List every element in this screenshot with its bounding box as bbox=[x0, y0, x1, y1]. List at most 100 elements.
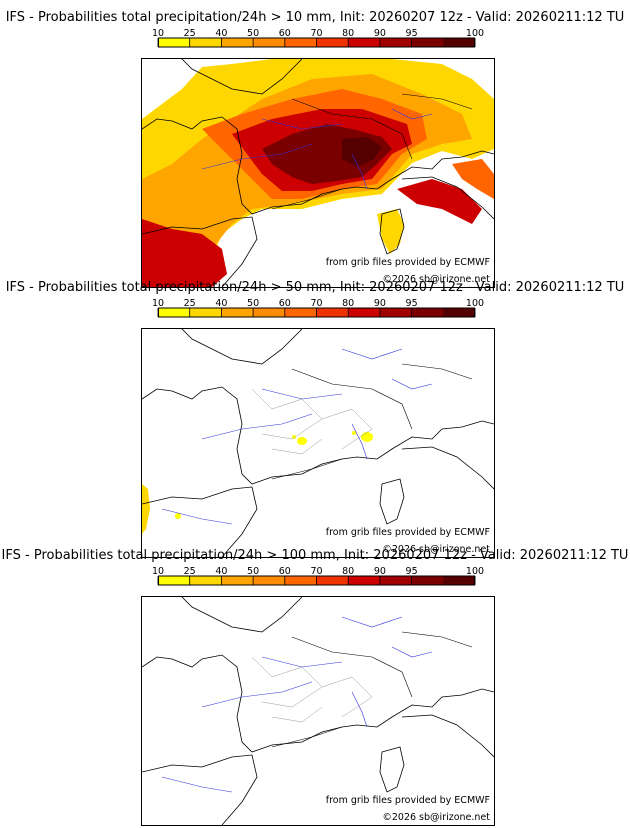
colorbar: 10 25 40 50 60 70 80 90 95 100 bbox=[152, 297, 484, 323]
colorbar-graphic: 10 25 40 50 60 70 80 90 95 100 bbox=[152, 28, 484, 48]
panel-title: IFS - Probabilities total precipitation/… bbox=[5, 280, 625, 295]
prob-region-alps bbox=[452, 159, 494, 199]
colorbar-segment bbox=[379, 576, 412, 585]
credit-copyright: ©2026 sb@irizone.net bbox=[382, 274, 490, 285]
colorbar-tick-label: 25 bbox=[184, 298, 196, 309]
river bbox=[161, 616, 433, 793]
prob-region-southwest bbox=[142, 484, 150, 534]
colorbar-segment bbox=[253, 38, 286, 47]
colorbar-segment bbox=[443, 576, 476, 585]
colorbar-tick-label: 50 bbox=[247, 298, 259, 309]
panel-title: IFS - Probabilities total precipitation/… bbox=[5, 10, 625, 25]
colorbar-segment bbox=[221, 308, 254, 317]
colorbar-segment bbox=[348, 38, 381, 47]
colorbar-tick-label: 100 bbox=[466, 28, 484, 39]
credit-source: from grib files provided by ECMWF bbox=[325, 527, 490, 538]
colorbar-segment bbox=[284, 38, 317, 47]
panel-title: IFS - Probabilities total precipitation/… bbox=[1, 548, 629, 563]
credit-copyright: ©2026 sb@irizone.net bbox=[382, 812, 490, 823]
probability-shading bbox=[142, 431, 373, 534]
colorbar-segment bbox=[316, 576, 349, 585]
map-svg bbox=[142, 329, 494, 557]
colorbar-tick-label: 95 bbox=[406, 566, 418, 577]
colorbar-segment bbox=[221, 576, 254, 585]
colorbar-tick-label: 40 bbox=[215, 28, 227, 39]
colorbar-tick-label: 90 bbox=[374, 566, 386, 577]
colorbar-tick-label: 25 bbox=[184, 566, 196, 577]
colorbar-segment bbox=[443, 308, 476, 317]
colorbar-tick-label: 100 bbox=[466, 566, 484, 577]
colorbar-tick-label: 95 bbox=[406, 298, 418, 309]
panel-100mm: IFS - Probabilities total precipitation/… bbox=[0, 548, 630, 826]
colorbar-tick-label: 80 bbox=[342, 566, 354, 577]
prob-region-100 bbox=[342, 137, 382, 167]
credit-source: from grib files provided by ECMWF bbox=[325, 795, 490, 806]
colorbar-segment bbox=[348, 576, 381, 585]
coastline-spain bbox=[142, 216, 258, 287]
colorbar-segment bbox=[253, 576, 286, 585]
coastline-uk bbox=[181, 59, 303, 95]
probability-map: from grib files provided by ECMWF ©2026 … bbox=[141, 58, 495, 288]
map-lines bbox=[142, 597, 494, 825]
colorbar-segment bbox=[189, 38, 222, 47]
region-borders bbox=[251, 388, 373, 455]
colorbar-segment bbox=[316, 38, 349, 47]
colorbar-tick-label: 25 bbox=[184, 28, 196, 39]
colorbar-tick-label: 90 bbox=[374, 298, 386, 309]
map-lines bbox=[142, 59, 494, 287]
credit-source: from grib files provided by ECMWF bbox=[325, 257, 490, 268]
colorbar: 10 25 40 50 60 70 80 90 95 100 bbox=[152, 27, 484, 53]
coastline-corsica bbox=[379, 746, 405, 793]
colorbar-segment bbox=[348, 308, 381, 317]
prob-spot bbox=[175, 513, 181, 519]
colorbar-segment bbox=[411, 576, 444, 585]
colorbar-tick-label: 50 bbox=[247, 28, 259, 39]
colorbar-segment bbox=[253, 308, 286, 317]
prob-region-south bbox=[142, 219, 227, 287]
colorbar-segment bbox=[158, 576, 190, 585]
colorbar-tick-label: 60 bbox=[279, 298, 291, 309]
colorbar-segment bbox=[379, 308, 412, 317]
colorbar-tick-label: 80 bbox=[342, 28, 354, 39]
colorbar-tick-label: 70 bbox=[310, 28, 322, 39]
colorbar-segment bbox=[284, 308, 317, 317]
country-border bbox=[271, 363, 473, 480]
prob-spot bbox=[297, 437, 307, 445]
colorbar-graphic: 10 25 40 50 60 70 80 90 95 100 bbox=[152, 566, 484, 586]
coastline-corsica bbox=[379, 478, 405, 525]
river bbox=[161, 348, 433, 525]
map-lines bbox=[142, 329, 494, 557]
colorbar-tick-label: 80 bbox=[342, 298, 354, 309]
colorbar-tick-label: 50 bbox=[247, 566, 259, 577]
coastline bbox=[142, 654, 494, 753]
map-svg bbox=[142, 59, 494, 287]
colorbar-segment bbox=[443, 38, 476, 47]
colorbar-segment bbox=[284, 576, 317, 585]
colorbar-segment bbox=[411, 38, 444, 47]
colorbar-tick-label: 60 bbox=[279, 28, 291, 39]
country-border bbox=[271, 93, 473, 210]
colorbar-segment bbox=[158, 38, 190, 47]
colorbar-tick-label: 70 bbox=[310, 298, 322, 309]
colorbar-segment bbox=[189, 576, 222, 585]
prob-region-italy bbox=[397, 179, 482, 224]
colorbar-tick-label: 10 bbox=[152, 298, 164, 309]
colorbar: 10 25 40 50 60 70 80 90 95 100 bbox=[152, 565, 484, 591]
map-svg bbox=[142, 597, 494, 825]
colorbar-tick-label: 70 bbox=[310, 566, 322, 577]
coastline-italy bbox=[401, 176, 494, 220]
country-border bbox=[271, 631, 473, 748]
prob-spot bbox=[292, 435, 296, 439]
colorbar-segment bbox=[221, 38, 254, 47]
colorbar-tick-label: 90 bbox=[374, 28, 386, 39]
colorbar-tick-label: 95 bbox=[406, 28, 418, 39]
colorbar-segment bbox=[189, 308, 222, 317]
colorbar-segment bbox=[316, 308, 349, 317]
prob-spot bbox=[361, 432, 373, 442]
coastline-corsica bbox=[379, 208, 405, 255]
colorbar-graphic: 10 25 40 50 60 70 80 90 95 100 bbox=[152, 298, 484, 318]
colorbar-tick-label: 60 bbox=[279, 566, 291, 577]
colorbar-segment bbox=[158, 308, 190, 317]
probability-map: from grib files provided by ECMWF ©2026 … bbox=[141, 596, 495, 826]
colorbar-tick-label: 40 bbox=[215, 298, 227, 309]
